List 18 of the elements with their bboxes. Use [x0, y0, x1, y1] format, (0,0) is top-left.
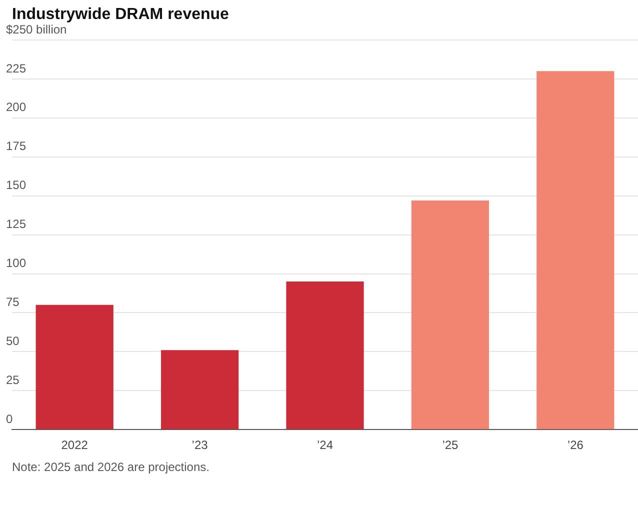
y-tick-label: 100 [6, 256, 26, 270]
x-tick-label: ’26 [567, 438, 584, 452]
y-tick-label: 125 [6, 217, 26, 232]
x-tick-label: ’24 [316, 438, 334, 452]
text: Note: 2025 and 2026 are projections. [12, 460, 210, 474]
y-tick-label: 175 [6, 139, 26, 154]
y-tick-label: $250 billion [6, 22, 67, 36]
x-tick-label: ’23 [192, 438, 208, 452]
chart-title: Industrywide DRAM revenue [12, 6, 230, 24]
y-tick-label: 50 [6, 334, 20, 348]
y-tick-label: 225 [6, 61, 26, 76]
y-tick-label: 200 [6, 100, 26, 114]
y-tick-label: 25 [6, 372, 20, 387]
x-tick-label: 2022 [61, 438, 88, 452]
x-tick-label: ’25 [442, 438, 459, 452]
y-tick-label: 75 [6, 295, 20, 310]
y-tick-label: 0 [6, 412, 13, 426]
y-tick-label: 150 [6, 178, 26, 192]
